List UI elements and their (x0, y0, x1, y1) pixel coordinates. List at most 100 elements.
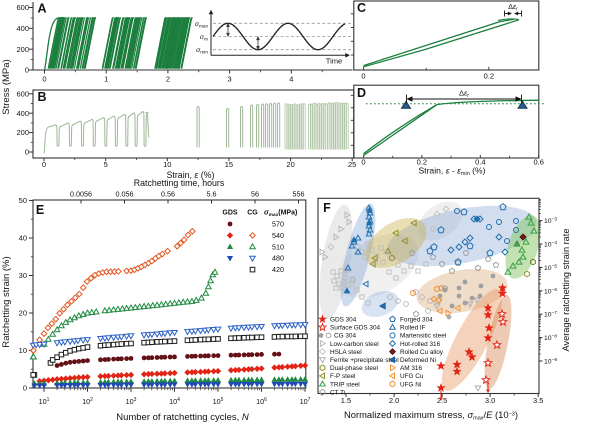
svg-text:3.0: 3.0 (485, 396, 495, 405)
svg-text:10: 10 (19, 346, 27, 355)
svg-text:510: 510 (272, 242, 284, 251)
svg-text:GDS 304: GDS 304 (330, 317, 357, 324)
svg-text:σmin: σmin (196, 47, 208, 56)
svg-text:Δεr: Δεr (459, 89, 469, 100)
svg-text:200: 200 (16, 45, 29, 54)
svg-text:105: 105 (213, 397, 224, 406)
svg-text:0.056: 0.056 (116, 190, 134, 199)
svg-text:0.2: 0.2 (484, 72, 494, 81)
svg-text:σmax(MPa): σmax(MPa) (264, 210, 297, 219)
svg-text:Number of ratchetting cycles,: Number of ratchetting cycles, N (116, 412, 249, 423)
svg-text:0.0056: 0.0056 (70, 190, 92, 199)
svg-text:20: 20 (286, 160, 294, 169)
svg-text:Hot-rolled 316: Hot-rolled 316 (400, 341, 441, 348)
svg-text:30: 30 (19, 271, 27, 280)
svg-text:570: 570 (272, 220, 284, 229)
svg-text:C: C (357, 1, 366, 15)
svg-text:600: 600 (16, 3, 29, 12)
svg-text:400: 400 (16, 24, 29, 33)
svg-text:1.5: 1.5 (341, 396, 351, 405)
svg-text:F-P steel: F-P steel (330, 373, 355, 380)
svg-text:E: E (36, 203, 44, 217)
svg-text:5.6: 5.6 (207, 190, 217, 199)
svg-text:Rolled Cu alloy: Rolled Cu alloy (400, 349, 444, 356)
svg-text:Low-carbon steel: Low-carbon steel (330, 341, 379, 348)
svg-text:420: 420 (272, 265, 284, 274)
svg-text:10−7: 10−7 (544, 310, 557, 319)
svg-text:400: 400 (16, 109, 29, 118)
svg-text:Δεr: Δεr (508, 4, 518, 13)
svg-text:Average ratchetting strain rat: Average ratchetting strain rate (561, 229, 571, 352)
svg-text:2: 2 (166, 75, 170, 84)
svg-text:106: 106 (256, 397, 267, 406)
svg-text:102: 102 (82, 397, 93, 406)
svg-text:10−3: 10−3 (544, 217, 557, 226)
svg-text:Strain, ε (%): Strain, ε (%) (167, 170, 215, 180)
svg-text:104: 104 (169, 397, 180, 406)
svg-text:A: A (37, 2, 46, 16)
svg-text:0: 0 (42, 75, 46, 84)
svg-text:Normalized maximum stress, σma: Normalized maximum stress, σmax/E (10−3) (344, 409, 518, 422)
svg-text:10−6: 10−6 (544, 287, 557, 296)
svg-text:3.5: 3.5 (533, 396, 543, 405)
svg-text:20: 20 (19, 309, 27, 318)
svg-text:Ratchetting time, hours: Ratchetting time, hours (134, 178, 225, 188)
svg-text:σm: σm (200, 34, 208, 43)
svg-text:10−4: 10−4 (544, 240, 557, 249)
svg-text:Time: Time (326, 57, 342, 66)
svg-text:0.2: 0.2 (417, 158, 427, 167)
svg-text:50: 50 (19, 196, 27, 205)
svg-text:B: B (37, 90, 46, 104)
svg-text:600: 600 (16, 89, 29, 98)
svg-text:Rolled IF: Rolled IF (400, 325, 426, 332)
svg-text:Stress (MPa): Stress (MPa) (1, 59, 12, 114)
svg-text:0: 0 (23, 384, 27, 393)
svg-text:200: 200 (16, 128, 29, 137)
svg-text:480: 480 (272, 254, 284, 263)
svg-text:Forged 304: Forged 304 (400, 317, 433, 324)
svg-text:Ferrite +precipitate steel: Ferrite +precipitate steel (330, 357, 399, 364)
svg-text:TRIP steel: TRIP steel (330, 381, 360, 388)
svg-text:0: 0 (25, 148, 29, 157)
svg-text:0: 0 (361, 72, 365, 81)
svg-text:0.4: 0.4 (475, 158, 485, 167)
svg-text:UFG Ni: UFG Ni (400, 381, 421, 388)
svg-text:D: D (357, 86, 366, 100)
svg-text:101: 101 (39, 397, 50, 406)
svg-text:CG 304: CG 304 (334, 333, 356, 340)
svg-text:Ratchetting strain (%): Ratchetting strain (%) (1, 256, 12, 347)
svg-text:CG: CG (247, 210, 258, 217)
svg-text:F: F (323, 201, 331, 215)
svg-text:103: 103 (126, 397, 137, 406)
svg-text:1: 1 (104, 75, 108, 84)
svg-text:CT Ti: CT Ti (330, 389, 345, 396)
svg-text:0: 0 (42, 160, 46, 169)
svg-text:UFG Cu: UFG Cu (400, 373, 424, 380)
svg-text:2.5: 2.5 (437, 396, 447, 405)
svg-text:10−5: 10−5 (544, 263, 557, 272)
svg-text:Surface GDS 304: Surface GDS 304 (330, 325, 381, 332)
svg-text:10−8: 10−8 (544, 334, 557, 343)
svg-text:3: 3 (228, 75, 232, 84)
svg-text:0: 0 (25, 66, 29, 75)
svg-text:10: 10 (163, 160, 171, 169)
svg-text:15: 15 (225, 160, 233, 169)
svg-text:Martensitic steel: Martensitic steel (400, 333, 446, 340)
svg-text:40: 40 (19, 234, 27, 243)
svg-text:107: 107 (300, 397, 311, 406)
svg-text:540: 540 (272, 231, 284, 240)
svg-text:Deformed Ni: Deformed Ni (400, 357, 436, 364)
svg-text:5: 5 (104, 160, 108, 169)
svg-text:HSLA steel: HSLA steel (330, 349, 362, 356)
svg-text:10−9: 10−9 (544, 357, 557, 366)
svg-text:56: 56 (251, 190, 259, 199)
svg-text:556: 556 (293, 190, 305, 199)
svg-text:Strain, ε - εmin (%): Strain, ε - εmin (%) (418, 166, 485, 178)
svg-text:0.6: 0.6 (533, 158, 543, 167)
svg-text:GDS: GDS (222, 210, 238, 217)
svg-text:Dual-phase steel: Dual-phase steel (330, 365, 378, 372)
svg-text:0: 0 (361, 158, 365, 167)
svg-text:25: 25 (348, 160, 356, 169)
svg-text:4: 4 (289, 75, 293, 84)
svg-text:AM 316: AM 316 (400, 365, 422, 372)
